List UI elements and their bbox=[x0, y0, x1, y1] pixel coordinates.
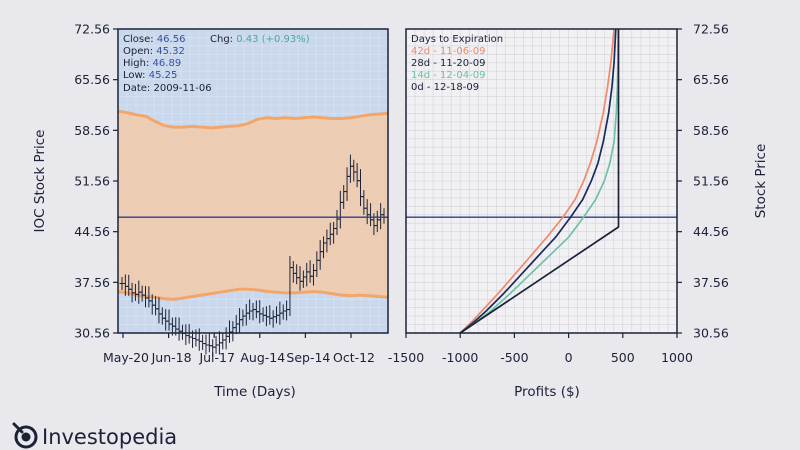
legend-item: 0d - 12-18-09 bbox=[411, 82, 479, 93]
svg-text:Low: 45.25: Low: 45.25 bbox=[123, 70, 177, 81]
low-value: 45.25 bbox=[149, 70, 178, 81]
series-line-14d bbox=[459, 28, 620, 334]
series-line-28d bbox=[459, 28, 617, 334]
y-tick-label: 65.56 bbox=[693, 72, 729, 87]
y-tick-label: 37.56 bbox=[693, 275, 729, 290]
close-value: 46.56 bbox=[157, 34, 186, 45]
y-tick-label: 44.56 bbox=[693, 224, 729, 239]
x-tick-label: 500 bbox=[611, 350, 635, 365]
chg-value: 0.43 (+0.93%) bbox=[236, 34, 309, 45]
y-tick-label: 44.56 bbox=[74, 224, 110, 239]
x-tick-label: -1000 bbox=[442, 350, 478, 365]
right-y-tick-labels: 72.56 65.56 58.56 51.56 44.56 37.56 30.56 bbox=[677, 22, 729, 341]
y-tick-label: 51.56 bbox=[74, 174, 110, 189]
y-tick-label: 30.56 bbox=[693, 326, 729, 341]
legend-item: 28d - 11-20-09 bbox=[411, 58, 485, 69]
left-y-axis-title: IOC Stock Price bbox=[32, 130, 48, 233]
y-tick-label: 65.56 bbox=[74, 72, 110, 87]
x-tick-label: Jun-18 bbox=[151, 350, 192, 365]
right-y-axis-title: Stock Price bbox=[753, 144, 769, 219]
left-x-tick-labels: May-20 Jun-18 Jul-17 Aug-14 Sep-14 Oct-12 bbox=[103, 333, 375, 365]
y-tick-label: 72.56 bbox=[74, 22, 110, 37]
profit-curves bbox=[459, 28, 620, 334]
candle bbox=[200, 334, 206, 351]
y-tick-label: 72.56 bbox=[693, 22, 729, 37]
band-upper-edge bbox=[117, 109, 389, 130]
left-y-tick-labels: 72.56 65.56 58.56 51.56 44.56 37.56 30.56 bbox=[74, 22, 118, 341]
open-label: Open: bbox=[123, 46, 153, 57]
brand-name: Investopedia bbox=[42, 425, 177, 449]
investopedia-logo: Investopedia bbox=[12, 422, 177, 449]
legend-title: Days to Expiration bbox=[411, 34, 503, 45]
x-tick-label: 1000 bbox=[661, 350, 693, 365]
left-chart: Close: 46.56 Chg: 0.43 (+0.93%) Open: 45… bbox=[32, 22, 389, 400]
series-line-0d bbox=[459, 29, 620, 334]
x-tick-label: Jul-17 bbox=[198, 350, 235, 365]
high-label: High: bbox=[123, 58, 149, 69]
open-value: 45.32 bbox=[156, 46, 185, 57]
x-tick-label: -500 bbox=[500, 350, 528, 365]
left-x-axis-title: Time (Days) bbox=[213, 384, 296, 400]
x-tick-label: -1500 bbox=[388, 350, 424, 365]
svg-text:High: 46.89: High: 46.89 bbox=[123, 58, 181, 69]
y-tick-label: 30.56 bbox=[74, 326, 110, 341]
x-tick-label: Sep-14 bbox=[286, 350, 330, 365]
candle bbox=[220, 333, 226, 350]
right-x-axis-title: Profits ($) bbox=[514, 384, 580, 400]
y-tick-label: 37.56 bbox=[74, 275, 110, 290]
price-candles bbox=[119, 154, 387, 357]
series-line-42d bbox=[459, 28, 615, 334]
chg-label: Chg: bbox=[210, 34, 233, 45]
legend-item: 42d - 11-06-09 bbox=[411, 46, 485, 57]
date-value: 2009-11-06 bbox=[153, 83, 211, 94]
right-gridlines bbox=[405, 28, 678, 334]
right-x-tick-labels: -1500 -1000 -500 0 500 1000 bbox=[388, 333, 693, 365]
band-lower-edge bbox=[117, 287, 389, 301]
date-label: Date: bbox=[123, 83, 150, 94]
investopedia-logo-icon bbox=[12, 422, 38, 449]
legend-item: 14d - 12-04-09 bbox=[411, 70, 485, 81]
y-tick-label: 58.56 bbox=[74, 123, 110, 138]
x-tick-label: Oct-12 bbox=[333, 350, 375, 365]
quote-info-box: Close: 46.56 Chg: 0.43 (+0.93%) Open: 45… bbox=[123, 34, 310, 94]
x-tick-label: Aug-14 bbox=[240, 350, 285, 365]
x-tick-label: 0 bbox=[565, 350, 573, 365]
svg-text:Chg: 0.43 (+0.93%): Chg: 0.43 (+0.93%) bbox=[210, 34, 310, 45]
bollinger-band bbox=[118, 111, 388, 300]
svg-text:Close: 46.56: Close: 46.56 bbox=[123, 34, 185, 45]
low-label: Low: bbox=[123, 70, 146, 81]
svg-text:Open: 45.32: Open: 45.32 bbox=[123, 46, 185, 57]
high-value: 46.89 bbox=[153, 58, 182, 69]
svg-text:Date: 2009-11-06: Date: 2009-11-06 bbox=[123, 83, 212, 94]
y-tick-label: 51.56 bbox=[693, 174, 729, 189]
x-tick-label: May-20 bbox=[103, 350, 149, 365]
y-tick-label: 58.56 bbox=[693, 123, 729, 138]
close-label: Close: bbox=[123, 34, 154, 45]
